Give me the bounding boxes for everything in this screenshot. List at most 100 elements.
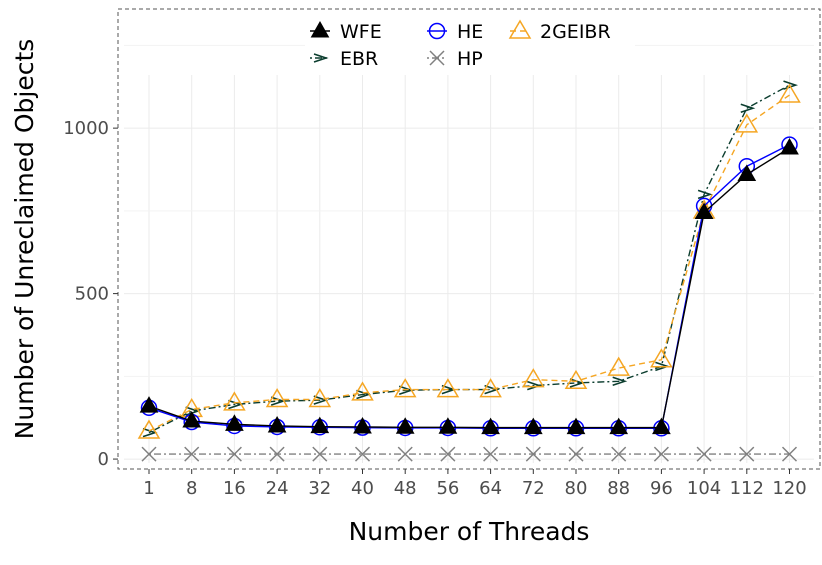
y-axis-ticks: 0 500 1000 [63,118,118,470]
data-point [652,417,671,435]
data-point [568,446,584,462]
series-line-2geibr [148,94,790,432]
series-hp [141,446,798,462]
data-point [697,189,713,200]
y-tick-label: 0 [98,449,109,470]
legend-key-marker [429,50,445,66]
series-he [140,136,798,437]
data-point [521,368,545,388]
data-point [564,369,588,390]
series-ebr [142,80,799,438]
data-point [225,414,244,431]
legend-background [305,14,635,70]
x-tick-label: 56 [436,478,459,499]
legend-label: 2GEIBR [540,21,611,43]
legend-label: WFE [340,21,382,43]
x-tick-label: 16 [223,478,246,499]
data-point [527,380,542,391]
legend-item-2geibr: 2GEIBR [508,19,611,43]
data-point [267,415,287,433]
data-point [184,446,200,462]
data-point [226,446,242,462]
data-point [607,356,631,376]
data-point [223,391,246,411]
x-tick-label: 8 [186,478,197,499]
y-tick-label: 1000 [63,118,109,139]
data-point [609,417,629,435]
x-axis-title: Number of Threads [349,517,590,546]
series-line-wfe [148,147,790,429]
legend-key-marker [428,22,446,40]
x-axis-ticks: 1 8 16 24 32 40 48 56 64 72 80 88 96 104 112 120 [143,469,807,499]
x-tick-label: 24 [266,478,289,499]
series-2geibr [137,83,801,439]
x-tick-label: 104 [687,478,721,499]
data-point [739,446,755,462]
data-point [612,376,628,387]
series-line-he [148,144,790,429]
x-tick-label: 48 [394,478,417,499]
data-point [351,381,374,401]
data-point [611,446,627,462]
x-tick-label: 112 [730,478,764,499]
data-point [137,419,161,439]
legend-item-hp: HP [427,48,483,70]
data-point [781,446,798,462]
x-tick-label: 80 [565,478,588,499]
data-point [778,83,801,103]
data-point [523,417,543,435]
plot-border [117,8,821,470]
data-point [650,348,673,368]
data-point [479,378,502,398]
data-point [694,202,714,220]
legend-key-marker [310,20,330,38]
data-point [566,417,586,435]
data-point [397,446,413,462]
legend-item-ebr: EBR [310,48,378,70]
data-point [269,446,285,462]
series-line-ebr [148,84,790,434]
data-point [310,416,330,434]
data-point [735,113,759,133]
data-point [395,417,415,434]
x-tick-label: 32 [308,478,331,499]
x-tick-label: 96 [650,478,673,499]
x-tick-label: 64 [479,478,502,499]
legend-item-he: HE [427,21,483,43]
y-axis-title: Number of Unreclaimed Objects [10,39,39,440]
data-point [353,416,372,434]
x-tick-label: 120 [772,478,806,499]
data-point [737,164,757,181]
legend-key-marker [508,19,532,39]
data-point [139,396,159,413]
legend-label: HP [457,48,483,70]
data-point [436,378,460,398]
data-point [740,103,756,114]
grid [124,44,814,463]
data-point [393,378,417,398]
data-point [438,417,458,434]
legend-key-marker [313,53,329,63]
x-tick-label: 40 [351,478,374,499]
legend-label: EBR [340,48,378,70]
data-point [312,446,328,462]
legend: WFE EBR HE HP 2GEIBR [305,14,635,70]
data-point [525,446,541,462]
data-point [308,388,332,408]
x-tick-label: 72 [522,478,545,499]
data-point [354,446,371,462]
legend-label: HE [457,21,483,43]
data-point [265,388,289,408]
data-point [696,446,712,462]
data-point [481,417,500,435]
series-layer [137,80,801,462]
data-point [780,137,799,155]
data-point [182,411,202,428]
data-point [653,446,669,462]
x-tick-label: 88 [607,478,630,499]
data-point [440,446,456,462]
x-tick-label: 1 [143,478,154,499]
data-point [483,446,499,462]
legend-item-wfe: WFE [310,20,382,43]
